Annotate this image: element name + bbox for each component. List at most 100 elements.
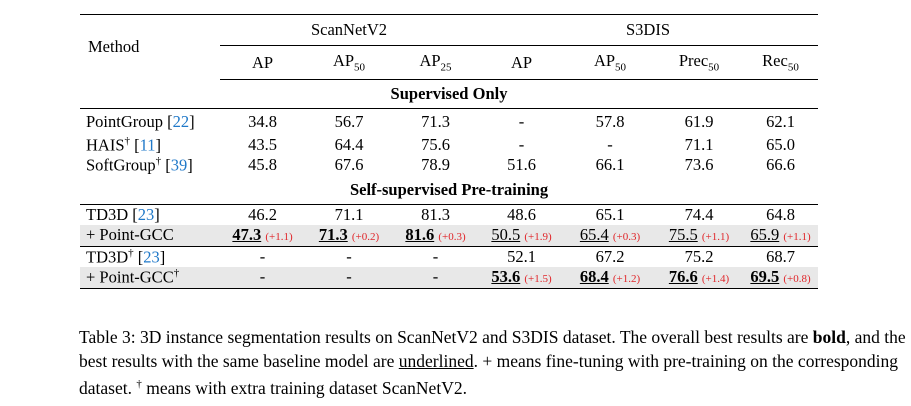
results-table: Method ScanNetV2 S3DIS AP AP50 AP25 AP AP50 P…	[80, 14, 819, 289]
value-cell: 47.3 (+1.1)	[220, 225, 305, 246]
column-header: AP25	[393, 45, 478, 80]
value: 68.7	[766, 246, 795, 266]
value: -	[259, 267, 266, 287]
column-sub: 50	[787, 61, 799, 74]
column-header: AP50	[305, 45, 393, 80]
value: 76.6	[668, 267, 698, 287]
section-row: Supervised Only	[80, 79, 819, 109]
column-base: Prec	[678, 51, 709, 71]
citation-link[interactable]: 23	[143, 247, 160, 266]
value-cell: -	[393, 245, 478, 267]
section-row: Self-supervised Pre-training	[80, 175, 819, 205]
value: -	[607, 134, 613, 154]
caption-text: Table 3: 3D instance segmentation result…	[79, 327, 813, 347]
value: 66.1	[595, 155, 625, 175]
value-cell: 74.4	[655, 204, 743, 225]
value: 65.1	[595, 204, 625, 224]
method-cell: + Point-GCC†	[80, 267, 220, 289]
value: 53.6	[491, 267, 521, 287]
dagger-mark: †	[124, 134, 131, 147]
value: 74.4	[684, 204, 714, 224]
method-name: SoftGroup	[86, 155, 156, 175]
value: -	[346, 246, 352, 266]
value-cell: 65.1	[565, 204, 655, 225]
value-cell: -	[565, 135, 655, 156]
value: 64.4	[334, 134, 364, 154]
value-cell: 71.1	[305, 204, 393, 225]
value-cell: 75.6	[393, 135, 478, 156]
value: 65.4	[579, 225, 609, 245]
value: 71.3	[421, 111, 450, 131]
value: 66.6	[766, 155, 795, 175]
value: 46.2	[248, 204, 277, 224]
value-cell: 65.9 (+1.1)	[743, 225, 819, 246]
table-row: HAIS† [11] 43.5 64.4 75.6 - - 71.1 65.0	[80, 135, 818, 156]
caption-text: . + means fine-tuning with pre-training …	[79, 350, 899, 398]
value: 34.8	[248, 111, 277, 131]
table-row: PointGroup [22] 34.8 56.7 71.3 - 57.8 61.9 62.1	[80, 109, 818, 135]
value-cell: 64.4	[305, 135, 393, 156]
value: 61.9	[684, 111, 714, 131]
value-cell: -	[478, 109, 565, 135]
value-cell: 66.1	[565, 155, 655, 176]
section-title: Self-supervised Pre-training	[80, 175, 819, 205]
column-header: AP50	[565, 45, 655, 80]
delta-value: (+0.3)	[438, 231, 466, 244]
citation-link[interactable]: 23	[137, 204, 155, 224]
value-cell: 62.1	[743, 109, 818, 135]
value-cell: 65.0	[743, 135, 818, 156]
value: 75.6	[421, 134, 450, 154]
table-row: + Point-GCC† - - -53.6 (+1.5) 68.4 (+1.2) 76.…	[80, 267, 819, 289]
citation-link[interactable]: 39	[170, 155, 188, 175]
value: 73.6	[684, 155, 714, 175]
value-cell: 50.5 (+1.9)	[478, 225, 565, 246]
section-title: Supervised Only	[80, 79, 819, 109]
method-cell: TD3D [23]	[86, 204, 160, 224]
value: 71.1	[334, 204, 364, 224]
value: 78.9	[421, 155, 450, 175]
citation-link[interactable]: 11	[139, 135, 156, 154]
method-name: TD3D	[86, 204, 129, 224]
table-row: SoftGroup† [39] 45.8 67.6 78.9 51.6 66.1 73.6 6…	[80, 155, 818, 176]
value: 71.3	[318, 225, 348, 245]
delta-value: (+0.8)	[783, 273, 811, 286]
method-header: Method	[88, 37, 140, 57]
caption-text: , and the best results with the same bas…	[79, 327, 906, 371]
table-row: + Point-GCC 47.3 (+1.1) 71.3 (+0.2) 81.6 (+…	[80, 225, 819, 246]
column-sub: 50	[354, 61, 366, 74]
delta-value: (+0.2)	[351, 231, 380, 244]
column-header: AP	[478, 45, 565, 80]
value-cell: 66.6	[743, 155, 818, 176]
value-cell: 43.5	[220, 135, 305, 156]
value: 65.0	[766, 134, 795, 154]
delta-value: (+1.5)	[524, 273, 552, 286]
caption-dagger: †	[136, 378, 142, 390]
value-cell: 81.6 (+0.3)	[393, 225, 478, 246]
column-base: AP	[593, 51, 616, 71]
value-cell: -	[305, 245, 393, 267]
group-s3dis: S3DIS	[478, 14, 819, 46]
column-sub: 50	[708, 61, 720, 74]
value: 48.6	[507, 204, 536, 224]
value-cell: -	[478, 135, 565, 156]
value: 45.8	[248, 155, 277, 175]
value: 64.8	[766, 204, 795, 224]
value-cell: 46.2	[220, 204, 305, 225]
value-cell: 34.8	[220, 109, 305, 135]
value: 65.9	[750, 225, 780, 245]
column-sub: 50	[615, 61, 627, 74]
citation-link[interactable]: 22	[172, 111, 190, 131]
method-cell: + Point-GCC	[80, 225, 220, 246]
column-header: AP	[220, 45, 305, 80]
value-cell: 73.6	[655, 155, 743, 176]
delta-value: (+1.9)	[524, 231, 552, 244]
column-header: Rec50	[743, 45, 819, 80]
value: -	[432, 267, 439, 287]
results-table-container: Method ScanNetV2 S3DIS AP AP50 AP25 AP AP50 P…	[80, 14, 819, 289]
value-cell: 61.9	[655, 109, 743, 135]
column-base: Rec	[762, 51, 788, 71]
method-name: TD3D	[86, 247, 129, 266]
value-cell: 71.3 (+0.2)	[305, 225, 393, 246]
value: -	[518, 111, 525, 131]
method-cell: HAIS† [11]	[86, 134, 162, 155]
